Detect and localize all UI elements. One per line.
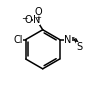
Text: Cl: Cl [13,35,23,45]
Text: N: N [33,15,40,25]
Text: S: S [76,42,82,52]
Text: O: O [24,15,32,25]
Text: −: − [21,14,27,23]
Text: N: N [64,35,72,45]
Text: +: + [36,15,41,21]
Text: O: O [35,7,42,17]
